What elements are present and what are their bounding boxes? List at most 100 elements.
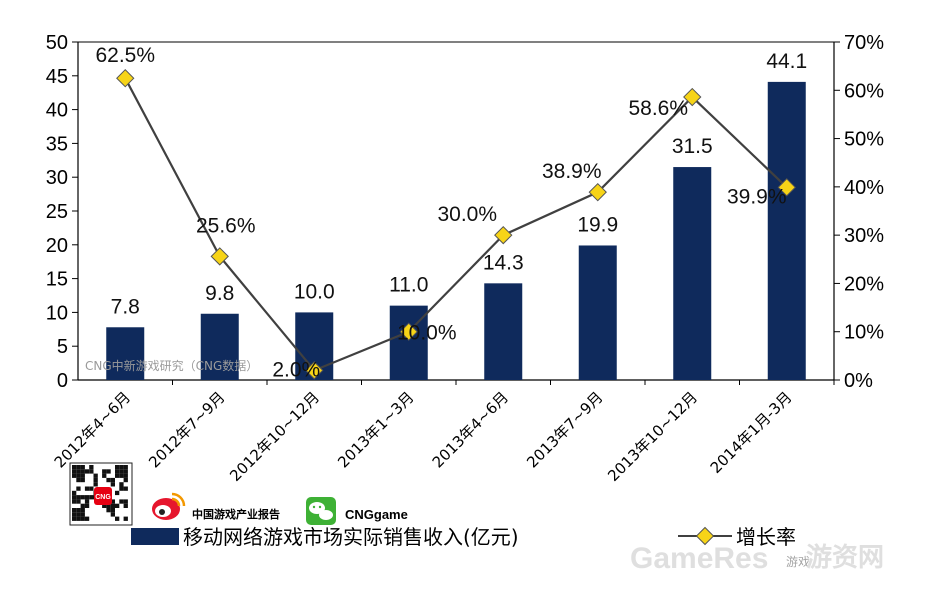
qr-cell	[80, 512, 85, 517]
qr-cell	[84, 503, 90, 508]
qr-cell	[115, 473, 120, 478]
wechat-brand-label: CNGgame	[345, 507, 408, 522]
qr-cell	[110, 482, 115, 487]
qr-cell	[115, 490, 120, 496]
growth-value-label: 58.6%	[628, 97, 688, 120]
qr-cell	[115, 516, 120, 521]
x-tick-label: 2013年7~9月	[523, 388, 606, 471]
qr-cell	[119, 473, 124, 478]
left-tick-label: 0	[57, 370, 68, 392]
qr-cell	[119, 469, 124, 474]
qr-cell	[76, 508, 81, 513]
qr-cell	[123, 486, 128, 491]
qr-cell	[102, 503, 107, 508]
qr-cell	[115, 469, 120, 474]
left-tick-label: 5	[57, 336, 68, 358]
qr-cell	[123, 473, 128, 478]
qr-cell	[80, 516, 85, 521]
bar-value-label: 9.8	[205, 282, 234, 305]
qr-cell	[89, 469, 94, 474]
legend-line-marker	[695, 526, 715, 546]
growth-marker	[588, 182, 607, 202]
growth-value-label: 2.0%	[272, 358, 320, 381]
qr-cell	[84, 499, 90, 504]
bar-value-label: 11.0	[389, 274, 428, 297]
qr-cell	[80, 469, 85, 474]
qr-logo-text: CNG	[95, 494, 111, 501]
x-tick-label: 2012年7~9月	[145, 388, 228, 471]
qr-cell	[76, 465, 81, 470]
qr-cell	[123, 465, 128, 470]
bar	[106, 327, 145, 380]
weibo-brand-label: 中国游戏产业报告	[192, 507, 280, 521]
qr-cell	[119, 482, 124, 487]
legend-bar-swatch	[131, 528, 179, 545]
right-tick-label: 10%	[844, 322, 884, 344]
qr-cell	[76, 473, 81, 478]
qr-cell	[102, 469, 107, 474]
qr-cell	[102, 473, 107, 478]
bar-value-label: 19.9	[577, 213, 618, 236]
left-tick-label: 40	[46, 100, 68, 122]
bar	[578, 245, 617, 380]
qr-cell	[72, 516, 77, 521]
qr-cell	[80, 495, 85, 500]
left-tick-label: 15	[46, 269, 68, 291]
growth-value-label: 25.6%	[196, 214, 256, 237]
site-watermark-small: 游戏	[786, 555, 810, 569]
qr-cell	[106, 508, 111, 513]
growth-value-label: 62.5%	[95, 44, 155, 67]
qr-cell	[119, 499, 124, 504]
bar-value-label: 7.8	[111, 295, 140, 318]
qr-cell	[80, 477, 85, 483]
site-watermark-cn: 游资网	[806, 543, 884, 573]
growth-value-label: 38.9%	[542, 160, 602, 183]
left-tick-label: 10	[46, 302, 68, 324]
x-tick-label: 2012年10~12月	[226, 388, 323, 485]
qr-cell	[110, 499, 115, 504]
right-tick-label: 50%	[844, 129, 884, 151]
qr-cell	[89, 486, 94, 491]
qr-cell	[115, 503, 120, 508]
qr-cell	[123, 499, 128, 504]
bar	[673, 167, 712, 380]
qr-cell	[76, 486, 81, 491]
qr-cell	[89, 465, 94, 470]
qr-cell	[123, 477, 128, 483]
growth-marker	[683, 87, 702, 107]
bar	[767, 81, 806, 380]
bar-data-labels: 7.8 9.8 10.0 11.0 14.3 19.9 31.5 44.1	[111, 50, 808, 318]
qr-cell	[76, 495, 81, 500]
qr-cell	[72, 473, 77, 478]
right-y-axis: 0% 10% 20% 30% 40% 50% 60% 70%	[834, 32, 884, 392]
qr-cell	[89, 495, 94, 500]
bar-value-label: 10.0	[294, 280, 335, 303]
qr-cell	[106, 469, 111, 474]
qr-cell	[84, 469, 90, 474]
qr-cell	[80, 508, 85, 513]
qr-cell	[80, 503, 85, 508]
growth-marker	[116, 69, 135, 88]
legend-bar-label: 移动网络游戏市场实际销售收入(亿元)	[183, 525, 519, 549]
qr-cell	[110, 508, 115, 513]
qr-cell	[119, 486, 124, 491]
qr-cell	[76, 516, 81, 521]
qr-cell	[80, 465, 85, 470]
growth-line	[124, 77, 788, 372]
left-tick-label: 35	[46, 133, 68, 155]
qr-cell	[93, 473, 98, 478]
qr-cell	[119, 465, 124, 470]
weibo-icon	[152, 492, 186, 520]
qr-cell	[84, 516, 90, 521]
bar-value-label: 44.1	[766, 50, 807, 73]
left-y-axis: 0 5 10 15 20 25 30 35 40 45 50	[46, 32, 78, 392]
qr-cell	[106, 503, 111, 508]
right-tick-label: 70%	[844, 32, 884, 54]
growth-marker	[494, 225, 513, 245]
qr-cell	[123, 516, 128, 521]
qr-cell	[123, 469, 128, 474]
x-tick-label: 2013年4~6月	[429, 388, 512, 471]
right-tick-label: 40%	[844, 177, 884, 199]
